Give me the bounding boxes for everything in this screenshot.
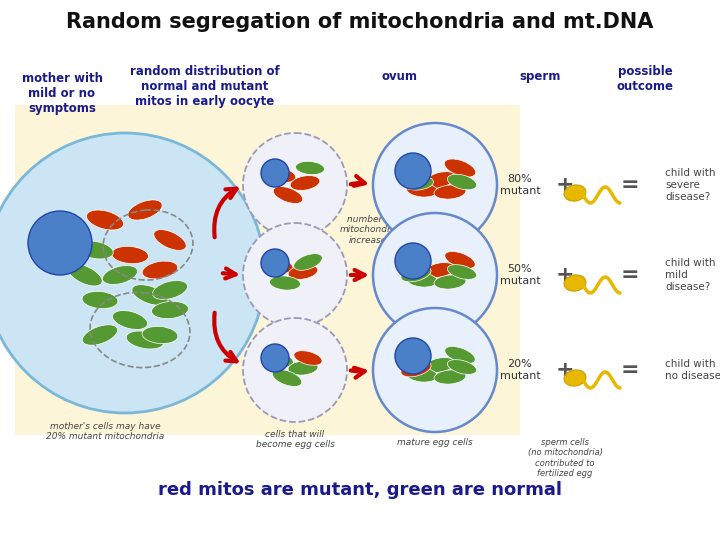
Text: 80%
mutant: 80% mutant [500, 174, 541, 196]
Ellipse shape [434, 275, 466, 289]
Text: number of
mitochondria
increases: number of mitochondria increases [340, 215, 400, 245]
Circle shape [373, 213, 497, 337]
Circle shape [261, 159, 289, 187]
Ellipse shape [447, 265, 477, 279]
Circle shape [243, 223, 347, 327]
Ellipse shape [288, 361, 318, 375]
Circle shape [373, 123, 497, 247]
Text: random distribution of
normal and mutant
mitos in early oocyte: random distribution of normal and mutant… [130, 65, 280, 108]
Ellipse shape [295, 161, 325, 174]
Circle shape [373, 308, 497, 432]
Text: possible
outcome: possible outcome [616, 65, 673, 93]
Text: ovum: ovum [382, 70, 418, 83]
Text: child with
no disease?: child with no disease? [665, 359, 720, 381]
Ellipse shape [445, 252, 475, 268]
Ellipse shape [401, 361, 431, 377]
Ellipse shape [425, 262, 455, 278]
Ellipse shape [564, 185, 586, 201]
Ellipse shape [564, 370, 586, 386]
Ellipse shape [434, 370, 466, 384]
Ellipse shape [398, 255, 430, 271]
Ellipse shape [142, 326, 178, 343]
Ellipse shape [86, 210, 124, 230]
Ellipse shape [151, 301, 189, 319]
Ellipse shape [407, 183, 438, 197]
Ellipse shape [294, 254, 323, 271]
Ellipse shape [263, 353, 293, 367]
Ellipse shape [424, 172, 456, 188]
Ellipse shape [407, 368, 438, 382]
Ellipse shape [273, 186, 303, 204]
Ellipse shape [132, 285, 168, 305]
Text: 50%
mutant: 50% mutant [500, 264, 541, 286]
Ellipse shape [447, 174, 477, 190]
Text: sperm: sperm [519, 70, 561, 83]
Text: 20%
mutant: 20% mutant [500, 359, 541, 381]
Text: +: + [556, 175, 575, 195]
Text: mature egg cells: mature egg cells [397, 438, 473, 447]
Circle shape [261, 249, 289, 277]
Ellipse shape [82, 292, 118, 309]
Circle shape [28, 211, 92, 275]
Ellipse shape [398, 350, 430, 366]
Ellipse shape [294, 350, 322, 366]
Ellipse shape [401, 266, 431, 282]
Circle shape [395, 243, 431, 279]
Text: Random segregation of mitochondria and mt.DNA: Random segregation of mitochondria and m… [66, 12, 654, 32]
Ellipse shape [154, 230, 186, 251]
Text: +: + [556, 265, 575, 285]
Ellipse shape [112, 310, 148, 329]
Ellipse shape [425, 357, 455, 373]
Ellipse shape [153, 281, 187, 300]
Ellipse shape [290, 176, 320, 191]
Ellipse shape [447, 360, 477, 374]
Text: child with
mild
disease?: child with mild disease? [665, 259, 716, 292]
Ellipse shape [264, 167, 296, 183]
FancyBboxPatch shape [15, 105, 520, 435]
Text: sperm cells
(no mitochondria)
contributed to
fertilized egg: sperm cells (no mitochondria) contribute… [528, 438, 603, 478]
Circle shape [243, 318, 347, 422]
Text: =: = [621, 265, 639, 285]
Ellipse shape [269, 276, 300, 290]
Circle shape [261, 344, 289, 372]
Ellipse shape [272, 369, 302, 387]
Ellipse shape [397, 165, 431, 181]
Text: cells that will
become egg cells: cells that will become egg cells [256, 430, 335, 449]
Text: =: = [621, 360, 639, 380]
Text: +: + [556, 360, 575, 380]
Circle shape [395, 338, 431, 374]
Circle shape [243, 133, 347, 237]
Text: red mitos are mutant, green are normal: red mitos are mutant, green are normal [158, 481, 562, 499]
Text: mother's cells may have
20% mutant mitochondria: mother's cells may have 20% mutant mitoc… [46, 422, 164, 441]
Circle shape [0, 133, 265, 413]
Ellipse shape [68, 264, 102, 286]
Circle shape [395, 153, 431, 189]
Ellipse shape [402, 176, 433, 190]
Ellipse shape [112, 246, 148, 264]
Ellipse shape [445, 347, 475, 363]
Ellipse shape [128, 200, 162, 220]
Text: mother with
mild or no
symptoms: mother with mild or no symptoms [22, 72, 102, 115]
Ellipse shape [263, 257, 293, 273]
Ellipse shape [407, 273, 438, 287]
Ellipse shape [444, 159, 476, 177]
Ellipse shape [77, 241, 113, 259]
Ellipse shape [126, 331, 163, 349]
Text: =: = [621, 175, 639, 195]
Ellipse shape [143, 261, 178, 279]
Ellipse shape [288, 265, 318, 279]
Ellipse shape [434, 185, 466, 199]
Ellipse shape [82, 325, 117, 345]
Text: child with
severe
disease?: child with severe disease? [665, 168, 716, 201]
Ellipse shape [564, 275, 586, 291]
Ellipse shape [102, 266, 138, 285]
